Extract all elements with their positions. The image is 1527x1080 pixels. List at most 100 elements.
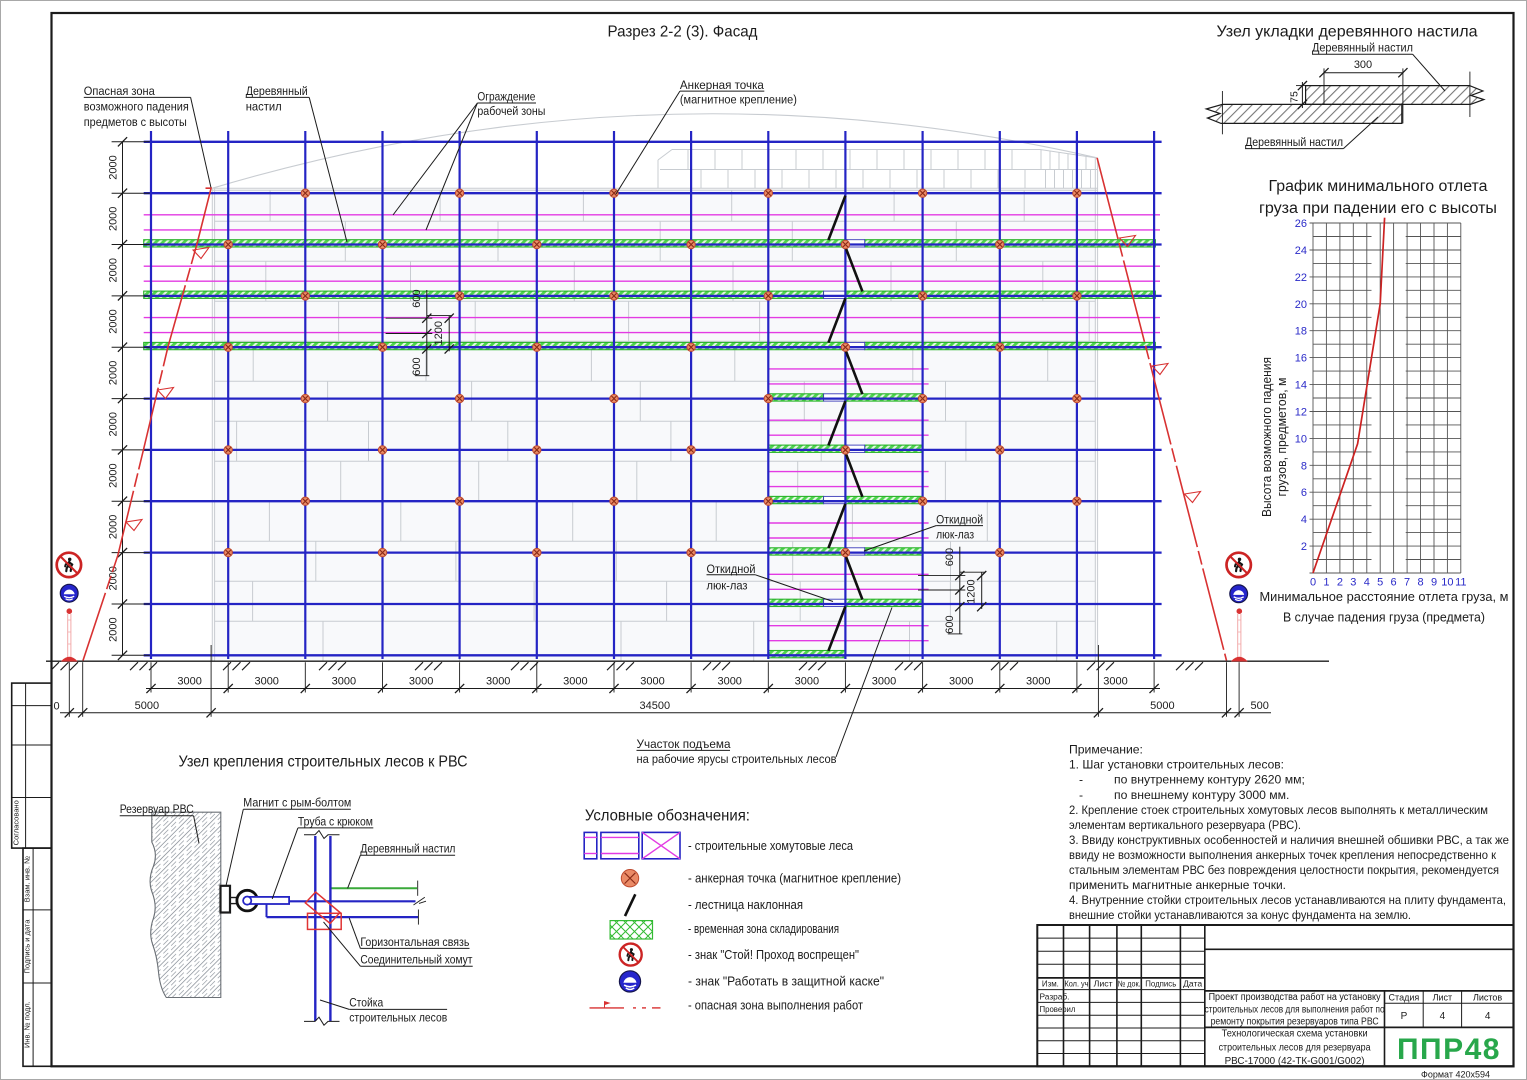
svg-text:строительных лесов для выполне: строительных лесов для выполнения работ … <box>1205 1003 1385 1015</box>
svg-text:2000: 2000 <box>108 207 120 231</box>
svg-text:3000: 3000 <box>332 676 356 688</box>
svg-text:2000: 2000 <box>108 309 120 333</box>
svg-text:1. Шаг установки строительных: 1. Шаг установки строительных лесов: <box>1069 758 1284 772</box>
svg-text:3000: 3000 <box>486 676 510 688</box>
svg-text:- знак "Работать в защитной ка: - знак "Работать в защитной каске" <box>688 975 884 989</box>
svg-text:Подпись и дата: Подпись и дата <box>23 919 32 974</box>
svg-text:2000: 2000 <box>108 361 120 385</box>
svg-text:2000: 2000 <box>108 463 120 487</box>
svg-text:Примечание:: Примечание: <box>1069 743 1143 757</box>
svg-text:- строительные хомутовые леса: - строительные хомутовые леса <box>688 839 853 853</box>
svg-text:2. Крепление стоек строительны: 2. Крепление стоек строительных хомутовы… <box>1069 803 1488 817</box>
svg-text:2000: 2000 <box>108 515 120 539</box>
svg-text:Дата: Дата <box>1183 978 1202 988</box>
svg-text:2000: 2000 <box>108 617 120 641</box>
svg-text:График минимального отлета: График минимального отлета <box>1269 178 1488 195</box>
svg-text:рабочей зоны: рабочей зоны <box>477 104 545 118</box>
svg-text:люк-лаз: люк-лаз <box>936 527 974 541</box>
svg-text:строительных лесов: строительных лесов <box>349 1011 447 1025</box>
svg-text:Взам. инв. №: Взам. инв. № <box>23 856 32 902</box>
svg-text:Проект производства работ на у: Проект производства работ на установку <box>1209 991 1381 1003</box>
svg-text:3000: 3000 <box>409 676 433 688</box>
svg-text:Опасная зона: Опасная зона <box>84 84 155 98</box>
svg-text:24: 24 <box>1295 245 1307 257</box>
svg-text:1: 1 <box>1323 577 1329 589</box>
svg-text:2000: 2000 <box>108 155 120 179</box>
svg-text:9: 9 <box>1431 577 1437 589</box>
svg-text:настил: настил <box>246 100 282 114</box>
svg-text:строительных лесов для резерву: строительных лесов для резервуара <box>1219 1043 1371 1054</box>
svg-text:3000: 3000 <box>1026 676 1050 688</box>
svg-text:Деревянный настил: Деревянный настил <box>1312 41 1413 55</box>
svg-text:Листов: Листов <box>1473 993 1502 1003</box>
svg-text:Изм.: Изм. <box>1042 978 1059 988</box>
svg-text:Узел укладки деревянного насти: Узел укладки деревянного настила <box>1217 24 1478 41</box>
svg-text:Деревянный настил: Деревянный настил <box>1245 135 1343 149</box>
svg-text:РВС-17000 (42-ТК-G001/G002): РВС-17000 (42-ТК-G001/G002) <box>1225 1056 1365 1067</box>
svg-text:Р: Р <box>1401 1011 1408 1022</box>
svg-text:4: 4 <box>1485 1011 1491 1022</box>
svg-text:ремонту покрытия резервуаров т: ремонту покрытия резервуаров типа РВС <box>1211 1016 1379 1027</box>
svg-text:300: 300 <box>1354 59 1372 71</box>
svg-text:- временная зона складирования: - временная зона складирования <box>688 922 839 936</box>
svg-text:грузов, предметов, м: грузов, предметов, м <box>1275 378 1289 497</box>
svg-text:4: 4 <box>1440 1011 1446 1022</box>
svg-text:Деревянный настил: Деревянный настил <box>360 842 455 856</box>
svg-text:Деревянный: Деревянный <box>246 84 308 98</box>
svg-text:возможного падения: возможного падения <box>84 100 189 114</box>
svg-text:Высота возможного падения: Высота возможного падения <box>1260 357 1274 517</box>
svg-text:по внешнему контуру 3000 мм.: по внешнему контуру 3000 мм. <box>1114 788 1289 802</box>
svg-text:внешние стойки устанавливаются: внешние стойки устанавливаются за конус … <box>1069 908 1411 922</box>
svg-text:600: 600 <box>944 548 956 566</box>
svg-text:ввиду не возможности выполнени: ввиду не возможности выполнения анкерных… <box>1069 848 1497 862</box>
svg-text:Магнит с рым-болтом: Магнит с рым-болтом <box>243 796 351 810</box>
svg-text:3: 3 <box>1350 577 1356 589</box>
svg-text:2: 2 <box>1337 577 1343 589</box>
svg-text:20: 20 <box>1295 299 1307 311</box>
svg-text:5000: 5000 <box>1150 700 1174 712</box>
svg-text:8: 8 <box>1301 460 1307 472</box>
svg-text:4. Внутренние стойки строитель: 4. Внутренние стойки строительных лесов … <box>1069 893 1506 907</box>
svg-text:4: 4 <box>1301 514 1307 526</box>
svg-text:(магнитное крепление): (магнитное крепление) <box>680 92 797 106</box>
svg-text:Резервуар РВС: Резервуар РВС <box>120 802 194 816</box>
svg-text:11: 11 <box>1455 577 1466 589</box>
svg-text:№ док.: № док. <box>1118 978 1141 988</box>
svg-text:Труба с крюком: Труба с крюком <box>298 814 373 828</box>
svg-text:Подпись: Подпись <box>1145 978 1177 988</box>
svg-text:Технологическая схема установк: Технологическая схема установки <box>1222 1029 1368 1040</box>
svg-text:34500: 34500 <box>640 700 671 712</box>
svg-text:600: 600 <box>411 357 423 375</box>
svg-text:3000: 3000 <box>1103 676 1127 688</box>
svg-text:18: 18 <box>1295 326 1307 338</box>
svg-text:2: 2 <box>1301 541 1307 553</box>
svg-text:Минимальное расстояние отлета: Минимальное расстояние отлета груза, м <box>1260 589 1509 604</box>
svg-text:Откидной: Откидной <box>707 562 756 576</box>
svg-text:Анкерная точка: Анкерная точка <box>680 78 764 92</box>
svg-text:люк-лаз: люк-лаз <box>707 579 748 593</box>
svg-text:Лист: Лист <box>1094 978 1113 988</box>
svg-text:Горизонтальная связь: Горизонтальная связь <box>360 935 469 949</box>
svg-text:Узел крепления строительных ле: Узел крепления строительных лесов к РВС <box>179 754 468 771</box>
svg-text:- опасная зона выполнения рабо: - опасная зона выполнения работ <box>688 999 863 1013</box>
svg-text:6: 6 <box>1301 487 1307 499</box>
svg-text:500: 500 <box>1251 700 1269 712</box>
svg-text:3000: 3000 <box>872 676 896 688</box>
svg-text:-: - <box>1079 773 1083 787</box>
svg-text:5: 5 <box>1377 577 1383 589</box>
svg-text:3000: 3000 <box>254 676 278 688</box>
svg-text:предметов с высоты: предметов с высоты <box>84 115 187 129</box>
svg-text:26: 26 <box>1295 218 1307 230</box>
svg-text:применить магнитные анкерные т: применить магнитные анкерные точки. <box>1069 878 1286 892</box>
svg-text:1200: 1200 <box>966 579 978 603</box>
svg-text:стальным элементам РВС без пов: стальным элементам РВС без повреждения ц… <box>1069 863 1499 877</box>
svg-text:2000: 2000 <box>108 412 120 436</box>
svg-text:3000: 3000 <box>949 676 973 688</box>
svg-text:2000: 2000 <box>108 566 120 590</box>
svg-text:0: 0 <box>53 701 59 713</box>
svg-text:- знак "Стой! Проход воспрещен: - знак "Стой! Проход воспрещен" <box>688 948 859 962</box>
svg-text:Условные обозначения:: Условные обозначения: <box>585 808 750 825</box>
svg-text:Разрез 2-2 (3). Фасад: Разрез 2-2 (3). Фасад <box>608 24 759 41</box>
svg-text:Откидной: Откидной <box>936 512 983 526</box>
svg-text:14: 14 <box>1295 380 1307 392</box>
